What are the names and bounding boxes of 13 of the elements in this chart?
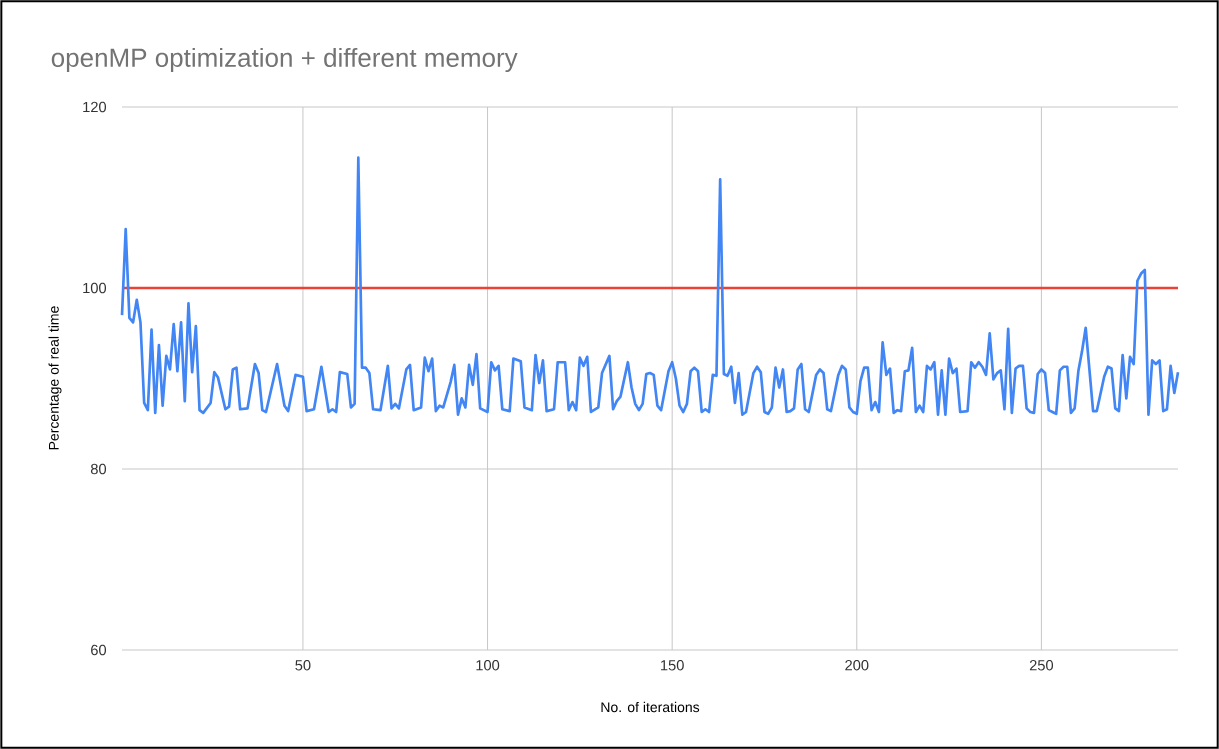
line-series [120, 156, 1180, 417]
x-tick-label: 150 [661, 660, 684, 671]
x-axis-title: No. of iterations [601, 701, 700, 713]
y-tick-label: 120 [83, 101, 107, 113]
x-tick-label: 250 [1029, 660, 1054, 671]
x-tick-label: 200 [845, 660, 869, 671]
x-tick-label: 50 [295, 660, 311, 671]
y-tick-label: 80 [90, 463, 107, 475]
chart-title: openMP optimization + different memory [51, 47, 518, 73]
y-axis-title: Percentage of real time [48, 306, 62, 450]
x-tick-label: 100 [476, 660, 500, 671]
y-tick-label: 60 [91, 644, 107, 656]
y-tick-label: 100 [83, 282, 107, 294]
